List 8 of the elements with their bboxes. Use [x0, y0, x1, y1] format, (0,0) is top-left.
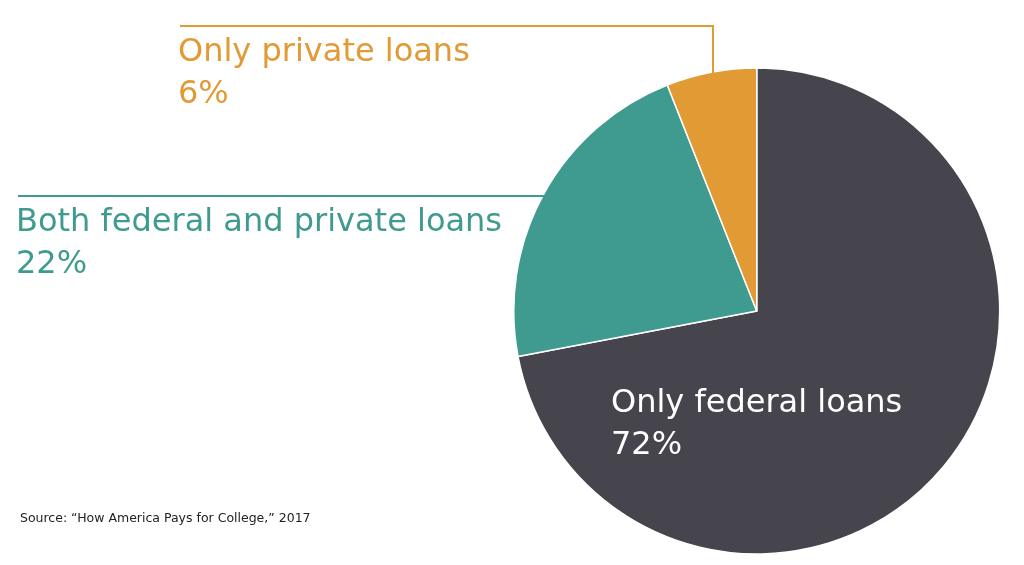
slice-label: Only private loans — [178, 31, 470, 69]
data-label: 72% — [611, 423, 683, 462]
source-note: Source: “How America Pays for College,” 2017 — [20, 510, 311, 525]
data-label: 22% — [16, 242, 88, 281]
data-label: 6% — [178, 72, 229, 111]
slice-label: Both federal and private loans — [16, 201, 503, 239]
pie-slice — [517, 67, 1001, 555]
slice-label: Only federal loans — [611, 382, 903, 420]
